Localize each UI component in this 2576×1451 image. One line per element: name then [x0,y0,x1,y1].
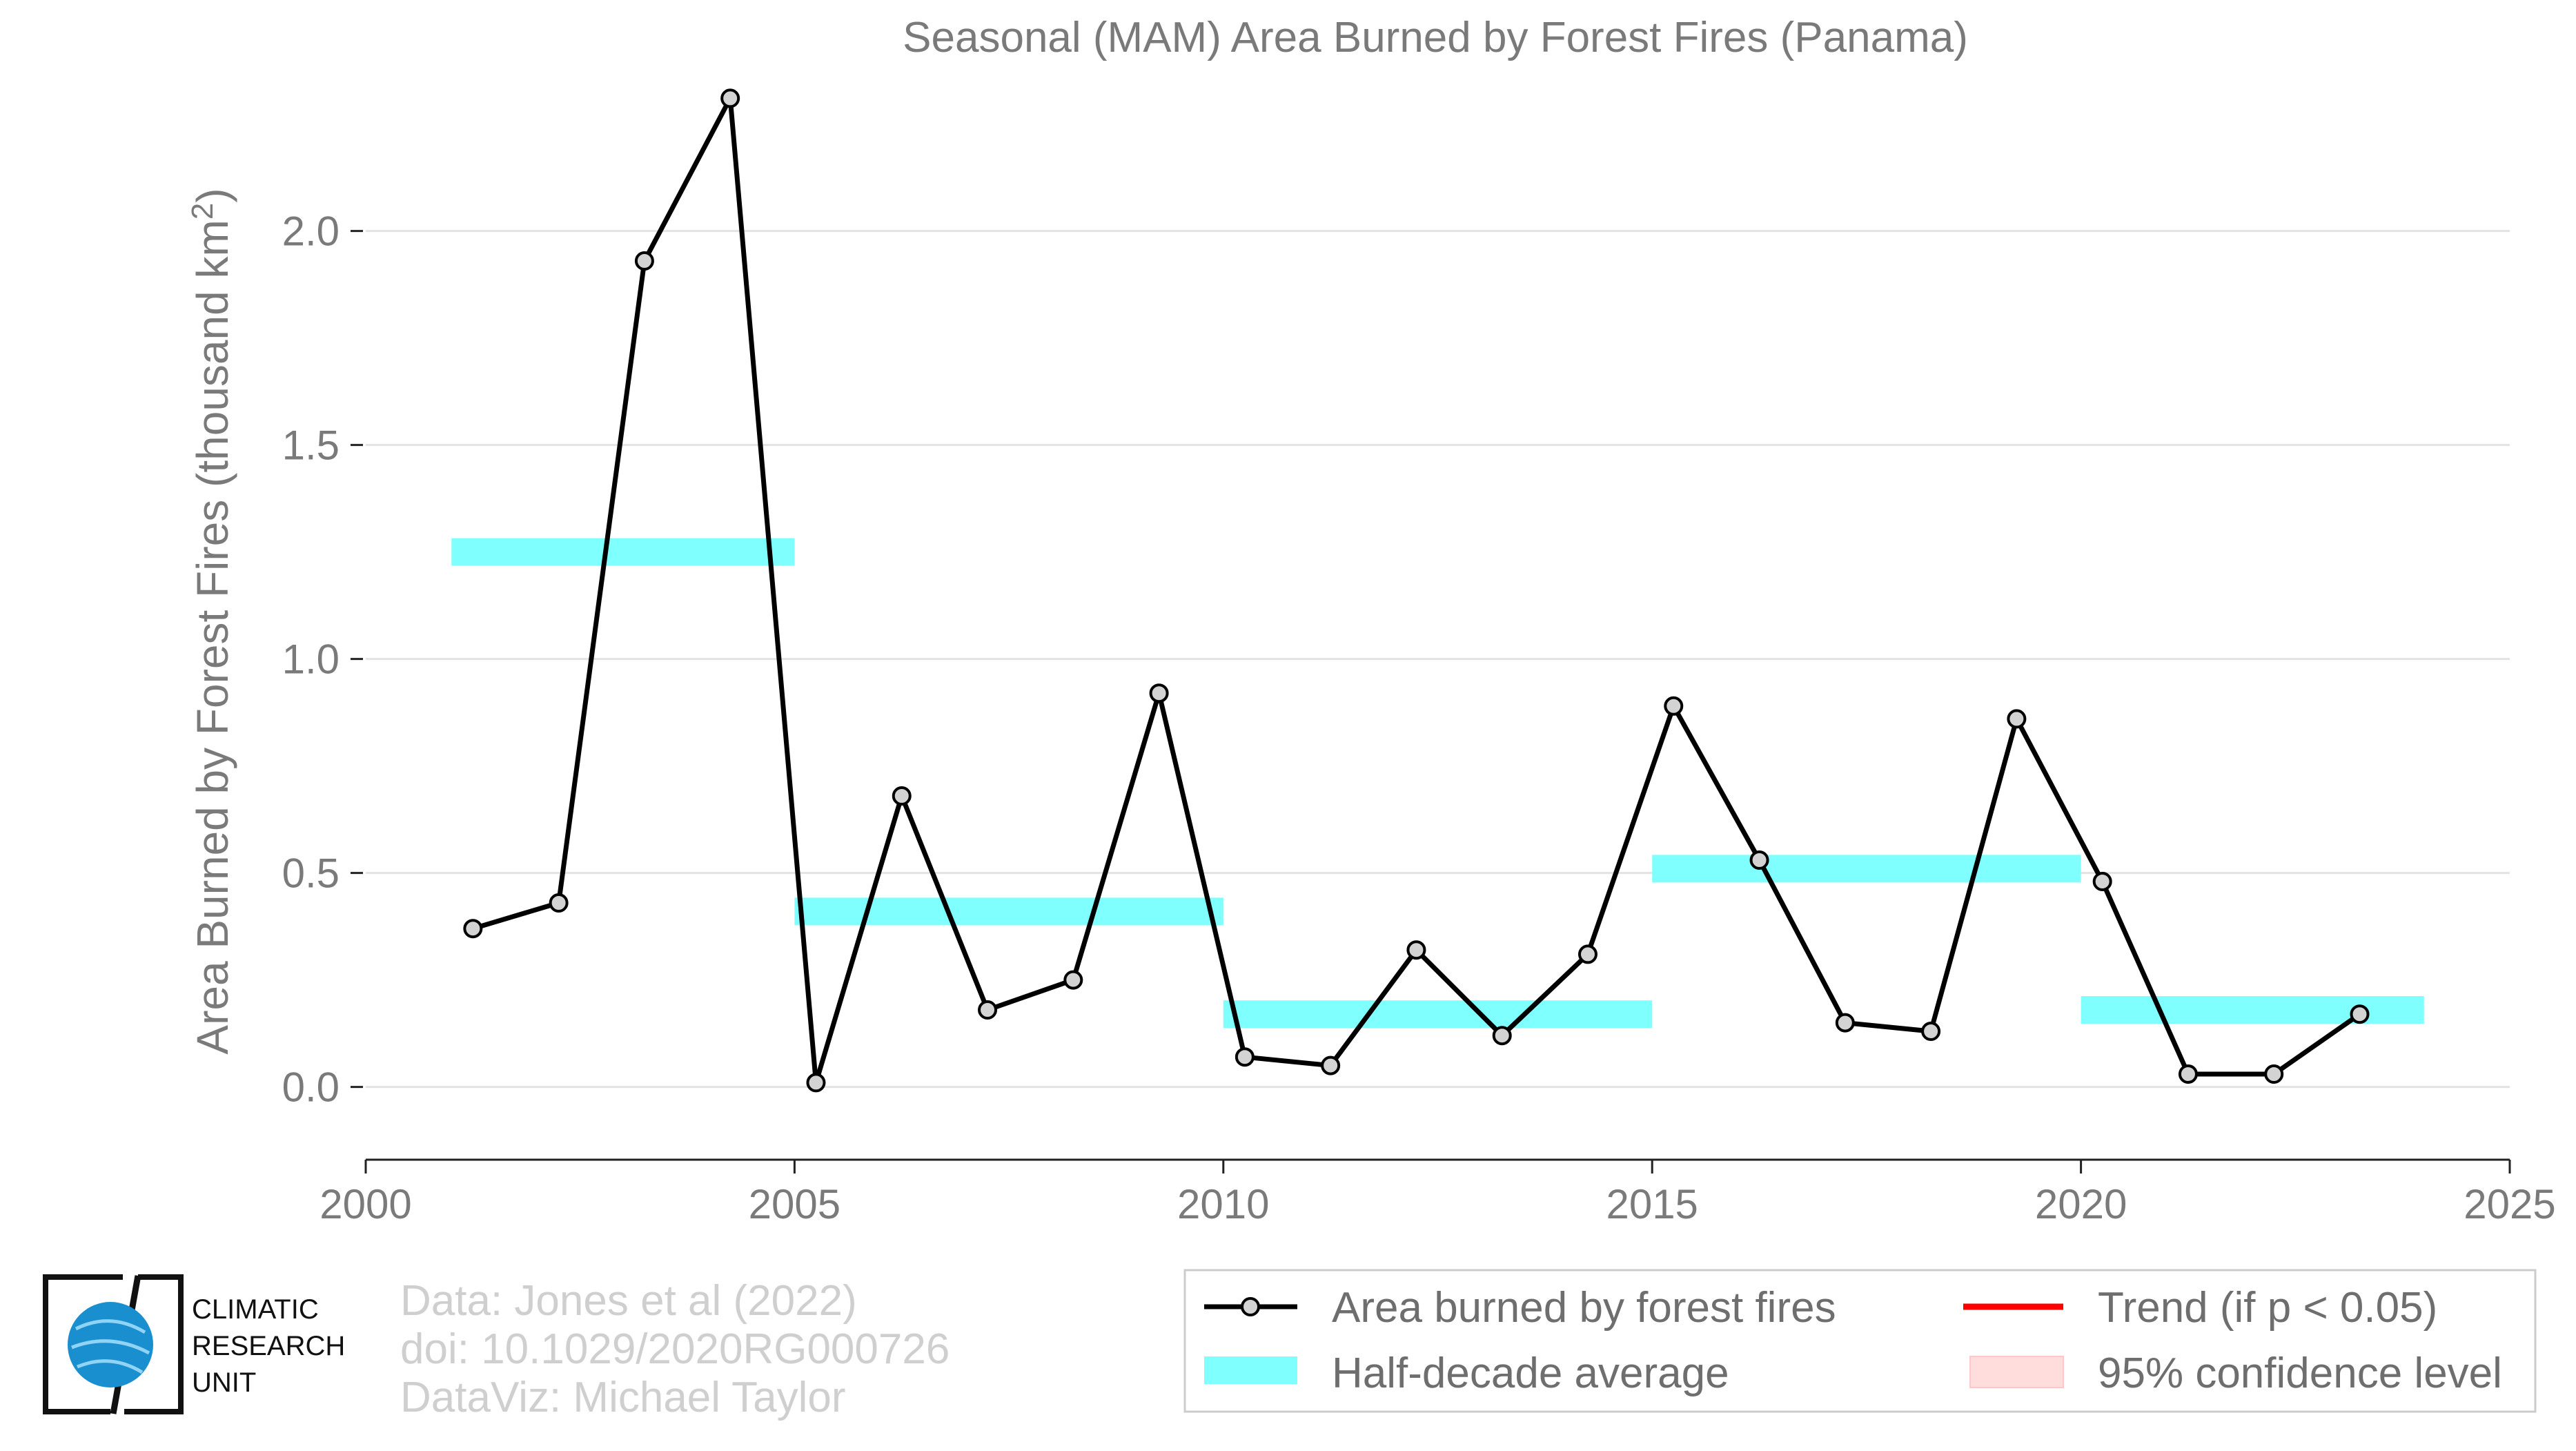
data-point [2178,1064,2198,1084]
legend-frame [1183,1269,2537,1413]
series-line [472,95,2361,1085]
data-point [634,251,654,271]
x-tick-label: 2025 [2464,1181,2555,1227]
y-tick-label: 2.0 [282,208,340,255]
y-axis-label-superscript: 2 [186,203,219,220]
legend-swatch-marker [1241,1297,1260,1316]
chart-title: Seasonal (MAM) Area Burned by Forest Fir… [903,14,1968,61]
y-tick-label: 1.0 [282,636,340,683]
data-point [1063,970,1083,990]
series-line-layer [472,95,2361,1085]
data-point [1235,1047,1255,1067]
x-tick-label: 2020 [2035,1181,2127,1227]
data-point [1577,944,1597,964]
x-tick-label: 2015 [1606,1181,1698,1227]
data-point [892,786,912,806]
data-point [2350,1004,2370,1024]
data-point [1492,1026,1512,1046]
y-tick-label: 0.0 [282,1064,340,1111]
y-tick-label: 0.5 [282,850,340,897]
x-tick-label: 2005 [749,1181,840,1227]
data-point [1921,1022,1941,1041]
x-tick-label: 2010 [1177,1181,1269,1227]
data-point [806,1073,826,1093]
data-point [1406,940,1426,960]
credit-dataviz: DataViz: Michael Taylor [400,1374,846,1421]
half-decade-average-bar [794,897,1223,926]
y-axis-label-close: ) [188,188,237,202]
legend-swatch-confidence [1969,1356,2064,1388]
y-tick-labels: 0.0 0.5 1.0 1.5 2.0 [282,208,363,1111]
legend-label-area: Area burned by forest fires [1332,1284,1836,1332]
data-point [1664,696,1684,716]
data-point [978,1000,998,1020]
y-tick-label: 1.5 [282,422,340,469]
data-point [1149,683,1169,703]
data-point [2007,709,2027,729]
legend-label-average: Half-decade average [1332,1350,1729,1397]
data-point [549,893,569,913]
legend-label-confidence: 95% confidence level [2098,1350,2502,1397]
legend-label-trend: Trend (if p < 0.05) [2098,1284,2437,1332]
data-point [2092,872,2112,891]
x-tick-label: 2000 [319,1181,411,1227]
x-axis-ticks: 2000 2005 2010 2015 2020 2025 [319,1160,2556,1227]
legend: Area burned by forest fires Trend (if p … [1183,1269,2537,1413]
data-point [1835,1013,1855,1033]
half-decade-average-bar [1652,855,2081,883]
logo-frame-icon [43,1274,184,1414]
logo-text-research: RESEARCH [192,1331,345,1361]
globe-swirl-icon [71,1319,150,1374]
half-decade-average-bands [451,538,2424,1029]
logo-text-climatic: CLIMATIC [192,1294,319,1325]
data-point [2264,1064,2284,1084]
data-point [463,919,483,939]
data-point [1749,850,1769,870]
y-axis-label: Area Burned by Forest Fires (thousand km… [186,188,237,1054]
half-decade-average-bar [451,538,795,566]
logo-text-unit: UNIT [192,1367,256,1398]
credit-doi: doi: 10.1029/2020RG000726 [400,1325,950,1373]
data-point [1321,1055,1341,1075]
credit-data: Data: Jones et al (2022) [400,1277,857,1325]
series-points [463,88,2370,1093]
half-decade-average-bar [1223,1000,1653,1029]
legend-swatch-average [1204,1356,1297,1384]
gridlines [366,230,2510,1089]
half-decade-average-bar [2081,996,2424,1024]
cru-logo: CLIMATIC RESEARCH UNIT [43,1274,345,1414]
data-point [720,88,740,108]
